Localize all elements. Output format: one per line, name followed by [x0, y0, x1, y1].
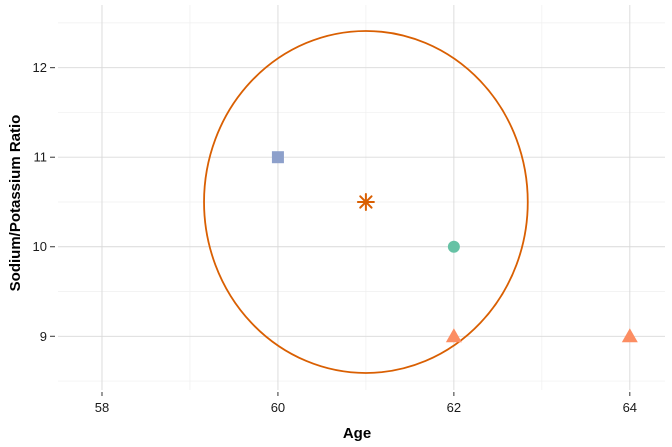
x-tick-label: 60	[271, 400, 285, 415]
x-tick-label: 64	[623, 400, 637, 415]
center-asterisk-marker	[356, 192, 375, 211]
data-point-circle	[447, 240, 460, 253]
x-tick-label: 62	[447, 400, 461, 415]
data-point-square	[271, 151, 284, 164]
y-tick-label: 10	[33, 239, 47, 254]
major-gridlines	[58, 5, 665, 390]
data-point-triangle	[621, 328, 638, 343]
data-point-triangle	[445, 328, 462, 343]
y-tick-label: 11	[34, 150, 48, 165]
y-tick-label: 9	[40, 329, 47, 344]
asterisk-stroke	[359, 195, 373, 209]
x-tick-label: 58	[95, 400, 109, 415]
y-tick-label: 12	[33, 60, 47, 75]
data-marks	[203, 30, 638, 374]
enclosing-circle	[203, 30, 529, 374]
y-axis-title: Sodium/Potassium Ratio	[7, 115, 24, 292]
x-axis-title: Age	[343, 425, 371, 442]
axis-ticks: 58 60 62 64 9 10 11 12	[33, 60, 638, 415]
